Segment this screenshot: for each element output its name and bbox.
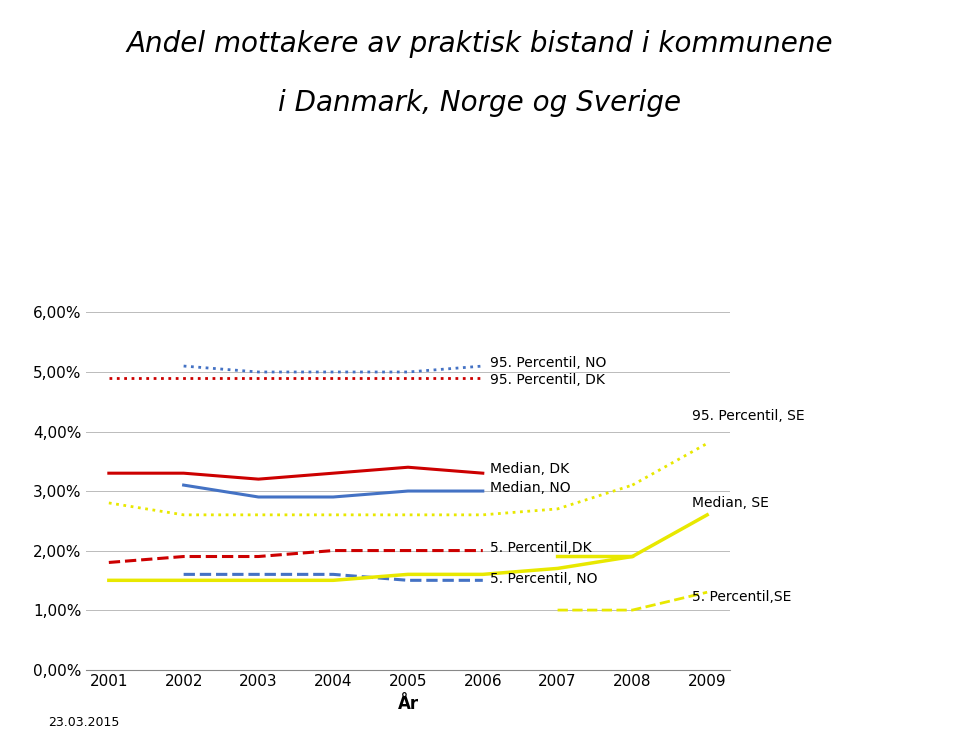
5. Percentil, NO xyxy=(327,570,339,579)
5. Percentil,DK xyxy=(252,552,264,561)
Median, NO xyxy=(477,487,489,496)
5. Percentil,DK xyxy=(402,546,414,555)
Median, DK xyxy=(103,469,114,478)
95. Percentil, NO xyxy=(477,362,489,371)
Median, DK xyxy=(327,469,339,478)
Line: 5. Percentil,SE: 5. Percentil,SE xyxy=(558,592,708,610)
Median, DK xyxy=(477,469,489,478)
Text: Median, SE: Median, SE xyxy=(692,496,769,510)
95. Percentil, DK xyxy=(178,373,189,382)
Text: Andel mottakere av praktisk bistand i kommunene: Andel mottakere av praktisk bistand i ko… xyxy=(127,30,833,58)
5. Percentil,SE xyxy=(627,606,638,615)
Median, NO xyxy=(252,493,264,501)
95. Percentil, SE xyxy=(702,439,713,448)
Median, NO xyxy=(402,487,414,496)
5. Percentil,DK xyxy=(103,558,114,567)
Line: Median, SE: Median, SE xyxy=(558,515,708,557)
Text: 95. Percentil, SE: 95. Percentil, SE xyxy=(692,408,804,423)
95. Percentil, DK xyxy=(252,373,264,382)
95. Percentil, NO xyxy=(402,368,414,376)
Line: 95. Percentil, SE: 95. Percentil, SE xyxy=(633,443,708,485)
95. Percentil, DK xyxy=(103,373,114,382)
95. Percentil, NO xyxy=(178,362,189,371)
Line: Median, NO: Median, NO xyxy=(183,485,483,497)
Median, DK xyxy=(178,469,189,478)
Median, SE xyxy=(552,552,564,561)
5. Percentil, NO xyxy=(402,576,414,585)
Median, SE xyxy=(702,510,713,519)
Median, DK xyxy=(252,475,264,484)
5. Percentil,DK xyxy=(477,546,489,555)
5. Percentil, NO xyxy=(252,570,264,579)
Text: Median, DK: Median, DK xyxy=(491,462,569,476)
5. Percentil,DK xyxy=(327,546,339,555)
Text: 23.03.2015: 23.03.2015 xyxy=(48,716,119,729)
5. Percentil, NO xyxy=(178,570,189,579)
Text: 5. Percentil, NO: 5. Percentil, NO xyxy=(491,571,598,586)
95. Percentil, SE xyxy=(627,481,638,490)
Median, NO xyxy=(178,481,189,490)
Line: Median, DK: Median, DK xyxy=(108,467,483,479)
Line: 5. Percentil,DK: 5. Percentil,DK xyxy=(108,551,483,562)
5. Percentil,SE xyxy=(702,588,713,597)
Median, NO xyxy=(327,493,339,501)
Median, DK xyxy=(402,463,414,472)
Line: 95. Percentil, NO: 95. Percentil, NO xyxy=(183,366,483,372)
Median, SE xyxy=(627,552,638,561)
Text: i Danmark, Norge og Sverige: i Danmark, Norge og Sverige xyxy=(278,89,682,118)
Text: 95. Percentil, NO: 95. Percentil, NO xyxy=(491,356,607,370)
95. Percentil, NO xyxy=(327,368,339,376)
95. Percentil, NO xyxy=(252,368,264,376)
95. Percentil, DK xyxy=(327,373,339,382)
X-axis label: År: År xyxy=(397,695,419,713)
95. Percentil, DK xyxy=(402,373,414,382)
Text: 5. Percentil,SE: 5. Percentil,SE xyxy=(692,591,792,604)
Text: Median, NO: Median, NO xyxy=(491,481,571,495)
5. Percentil,DK xyxy=(178,552,189,561)
Text: 95. Percentil, DK: 95. Percentil, DK xyxy=(491,373,605,387)
5. Percentil, NO xyxy=(477,576,489,585)
Text: 5. Percentil,DK: 5. Percentil,DK xyxy=(491,541,592,555)
95. Percentil, DK xyxy=(477,373,489,382)
5. Percentil,SE xyxy=(552,606,564,615)
Line: 5. Percentil, NO: 5. Percentil, NO xyxy=(183,574,483,580)
